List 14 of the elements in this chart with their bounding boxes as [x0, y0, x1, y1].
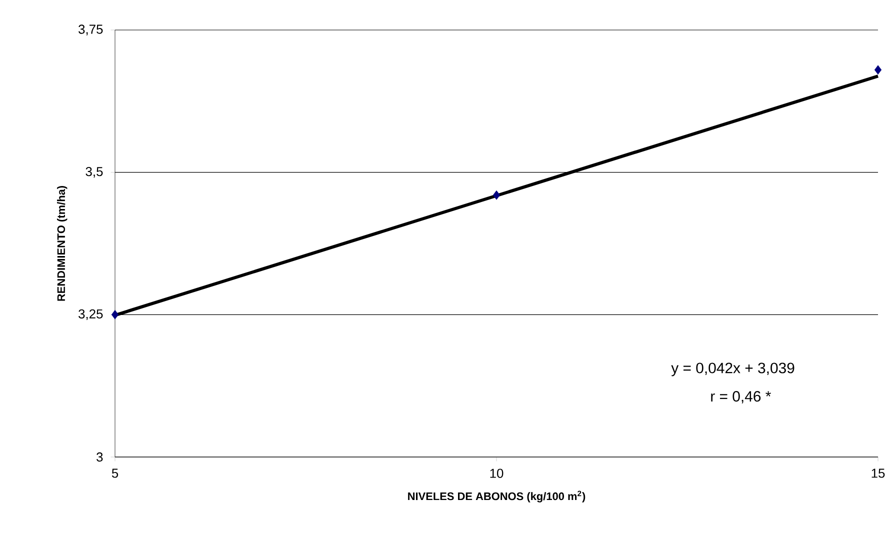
y-tick-label: 3 [96, 452, 103, 462]
y-tick-label: 3,75 [78, 24, 103, 36]
point [492, 190, 500, 200]
x-axis-title: NIVELES DE ABONOS (kg/100 m$^{2}$) [408, 490, 586, 502]
x-tick-label: 15 [872, 468, 885, 478]
y-axis-title: RENDIMIENTO (tm/ha) [57, 186, 68, 301]
x-tick-label: 5 [112, 468, 118, 478]
x-tick-label: 10 [490, 468, 504, 478]
y-tick-label: 3,5 [86, 166, 103, 178]
point [874, 65, 882, 75]
annotation: y = 0,042x + 3,039 [671, 362, 794, 376]
point [111, 310, 119, 320]
annotation: r = 0,46 * [711, 391, 771, 404]
y-tick-label: 3,25 [78, 309, 103, 320]
